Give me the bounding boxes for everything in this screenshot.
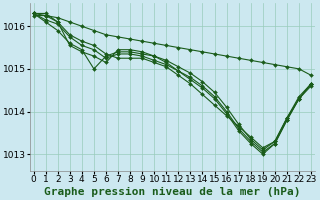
X-axis label: Graphe pression niveau de la mer (hPa): Graphe pression niveau de la mer (hPa) — [44, 187, 300, 197]
